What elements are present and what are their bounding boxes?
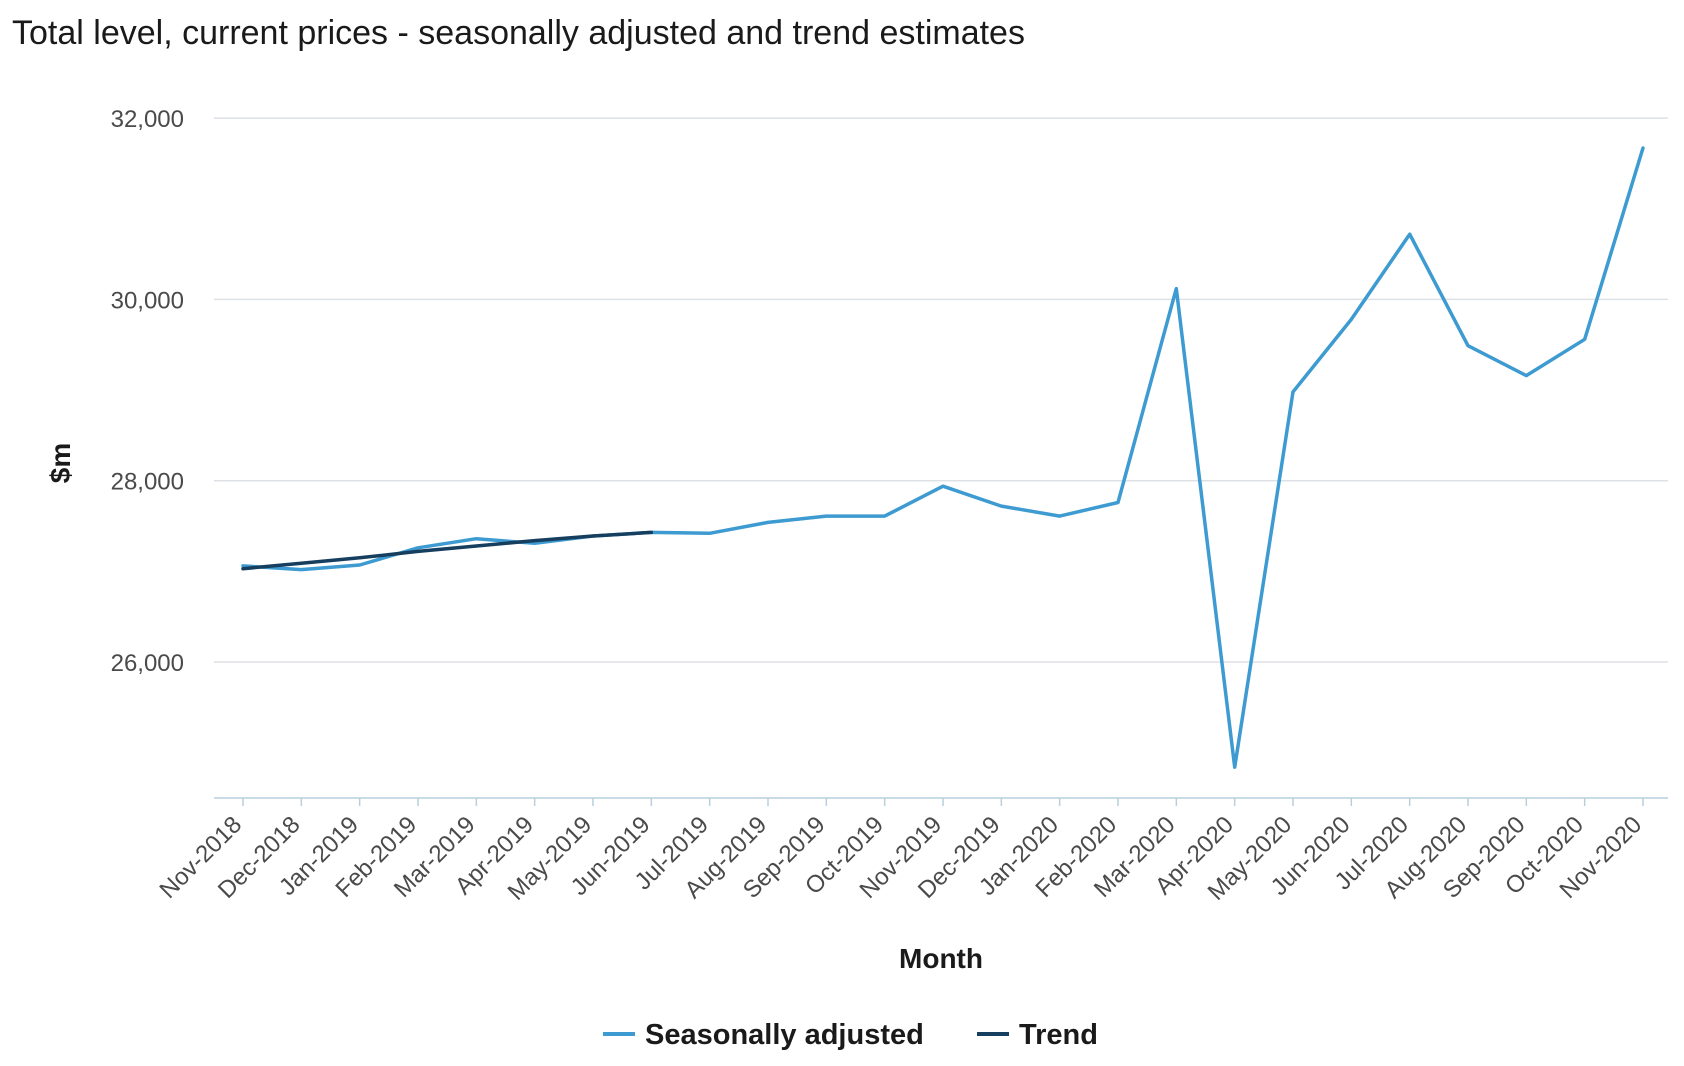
y-tick-label: 28,000 (111, 469, 184, 496)
x-axis-title: Month (899, 943, 983, 974)
chart-title: Total level, current prices - seasonally… (12, 14, 1025, 52)
series-line-trend[interactable] (241, 530, 654, 571)
legend-label-seasonally-adjusted[interactable]: Seasonally adjusted (645, 1019, 924, 1051)
gridlines (214, 117, 1668, 663)
y-tick-label: 30,000 (111, 287, 184, 314)
y-tick-label: 26,000 (111, 650, 184, 677)
legend: Seasonally adjusted Trend (603, 1019, 1098, 1051)
y-axis-title: $m (45, 443, 76, 483)
series-lines (241, 146, 1645, 769)
y-tick-label: 32,000 (111, 106, 184, 133)
legend-label-trend[interactable]: Trend (1019, 1019, 1098, 1051)
y-axis: 26,000 28,000 30,000 32,000 (111, 106, 184, 677)
series-line-seasonally-adjusted[interactable] (241, 146, 1645, 769)
x-axis: Nov-2018Dec-2018Jan-2019Feb-2019Mar-2019… (155, 797, 1668, 906)
